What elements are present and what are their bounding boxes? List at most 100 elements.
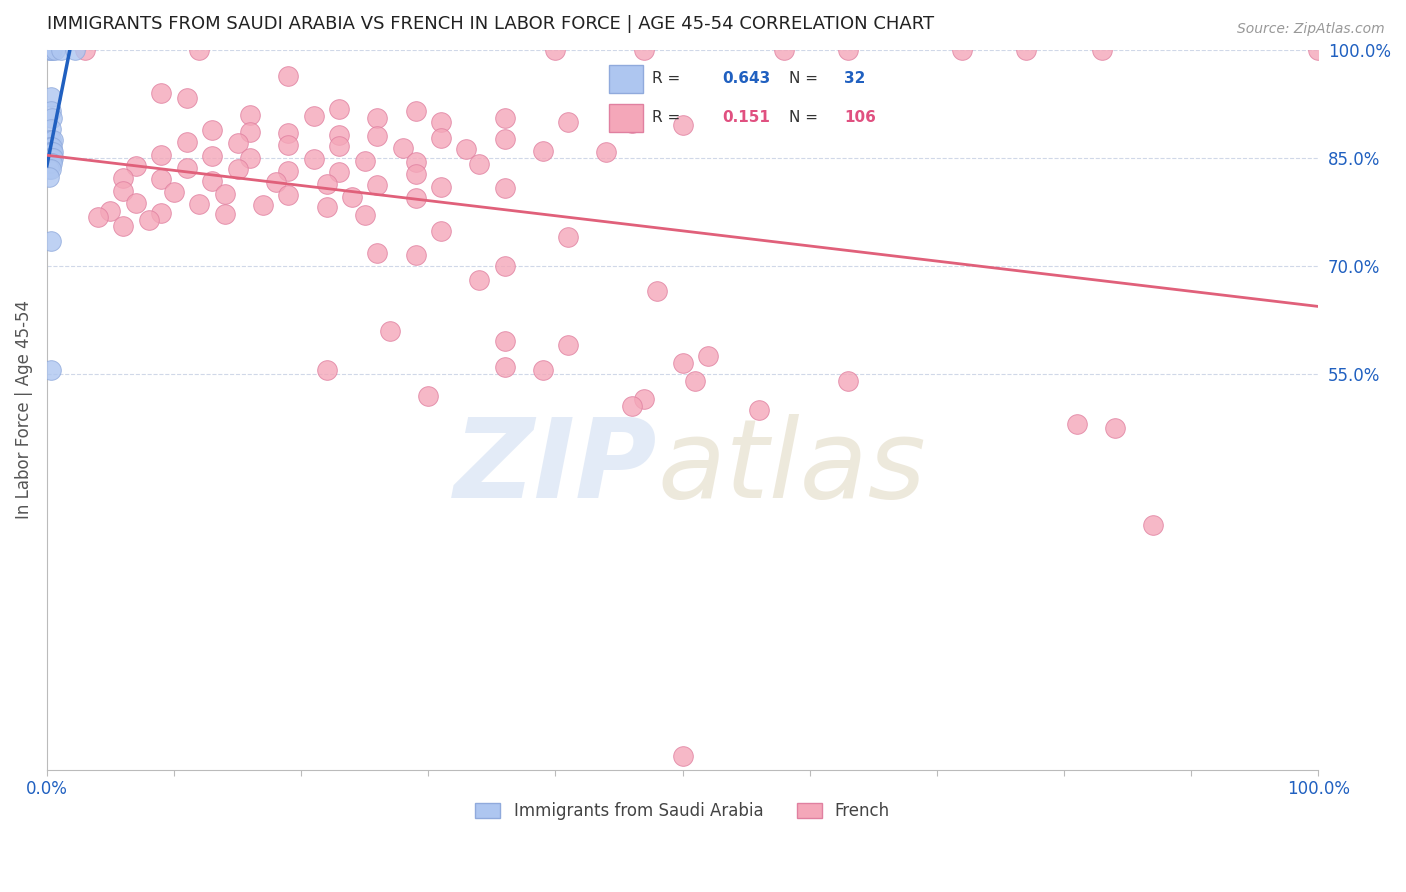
Point — [328, 165, 350, 179]
Point — [41, 140, 63, 154]
Point — [41, 156, 63, 170]
Point — [353, 209, 375, 223]
Point — [41, 112, 63, 126]
Point — [557, 338, 579, 352]
Point — [201, 174, 224, 188]
Point — [201, 123, 224, 137]
Point — [41, 43, 63, 57]
Point — [1104, 421, 1126, 435]
Point — [302, 153, 325, 167]
Point — [44, 43, 66, 57]
Point — [315, 200, 337, 214]
Point — [315, 363, 337, 377]
Point — [226, 162, 249, 177]
Point — [150, 205, 173, 219]
Point — [430, 179, 453, 194]
Point — [405, 155, 427, 169]
Point — [378, 324, 401, 338]
Point — [531, 144, 554, 158]
Point — [188, 197, 211, 211]
Point — [837, 43, 859, 57]
Point — [41, 151, 63, 165]
Text: Source: ZipAtlas.com: Source: ZipAtlas.com — [1237, 22, 1385, 37]
Point — [176, 161, 198, 175]
Point — [239, 125, 262, 139]
Point — [39, 151, 62, 165]
Point — [39, 156, 62, 170]
Point — [366, 178, 388, 193]
Point — [39, 145, 62, 160]
Point — [112, 171, 135, 186]
Point — [87, 210, 110, 224]
Point — [39, 140, 62, 154]
Text: IMMIGRANTS FROM SAUDI ARABIA VS FRENCH IN LABOR FORCE | AGE 45-54 CORRELATION CH: IMMIGRANTS FROM SAUDI ARABIA VS FRENCH I… — [46, 15, 934, 33]
Point — [252, 198, 274, 212]
Point — [1142, 518, 1164, 533]
Point — [430, 224, 453, 238]
Point — [456, 142, 478, 156]
Point — [392, 141, 415, 155]
Point — [405, 191, 427, 205]
Point — [494, 132, 516, 146]
Text: ZIP: ZIP — [454, 414, 657, 521]
Point — [366, 246, 388, 260]
Point — [42, 133, 65, 147]
Point — [38, 140, 60, 154]
Point — [39, 234, 62, 248]
Point — [63, 43, 86, 57]
Point — [353, 153, 375, 168]
Point — [418, 388, 440, 402]
Point — [531, 363, 554, 377]
Point — [950, 43, 973, 57]
Point — [494, 359, 516, 374]
Point — [277, 137, 299, 152]
Point — [1091, 43, 1114, 57]
Point — [685, 374, 707, 388]
Point — [494, 112, 516, 126]
Point — [494, 259, 516, 273]
Point — [38, 156, 60, 170]
Point — [405, 167, 427, 181]
Point — [544, 43, 567, 57]
Point — [645, 284, 668, 298]
Point — [620, 116, 643, 130]
Point — [494, 181, 516, 195]
Point — [163, 186, 186, 200]
Point — [38, 133, 60, 147]
Point — [302, 109, 325, 123]
Point — [277, 164, 299, 178]
Point — [837, 374, 859, 388]
Point — [214, 207, 236, 221]
Point — [1015, 43, 1038, 57]
Point — [188, 43, 211, 57]
Point — [214, 186, 236, 201]
Point — [41, 145, 63, 160]
Point — [405, 248, 427, 262]
Point — [150, 172, 173, 186]
Point — [150, 148, 173, 162]
Point — [366, 111, 388, 125]
Point — [176, 135, 198, 149]
Point — [42, 151, 65, 165]
Point — [633, 392, 655, 406]
Text: atlas: atlas — [657, 414, 925, 521]
Point — [239, 151, 262, 165]
Point — [277, 127, 299, 141]
Point — [697, 349, 720, 363]
Point — [125, 195, 148, 210]
Point — [671, 356, 693, 370]
Point — [340, 190, 363, 204]
Point — [264, 175, 287, 189]
Point — [671, 748, 693, 763]
Point — [73, 43, 96, 57]
Point — [39, 103, 62, 118]
Point — [671, 119, 693, 133]
Point — [748, 403, 770, 417]
Point — [239, 108, 262, 122]
Point — [125, 160, 148, 174]
Y-axis label: In Labor Force | Age 45-54: In Labor Force | Age 45-54 — [15, 301, 32, 519]
Point — [277, 70, 299, 84]
Point — [468, 273, 491, 287]
Point — [633, 43, 655, 57]
Legend: Immigrants from Saudi Arabia, French: Immigrants from Saudi Arabia, French — [468, 795, 897, 827]
